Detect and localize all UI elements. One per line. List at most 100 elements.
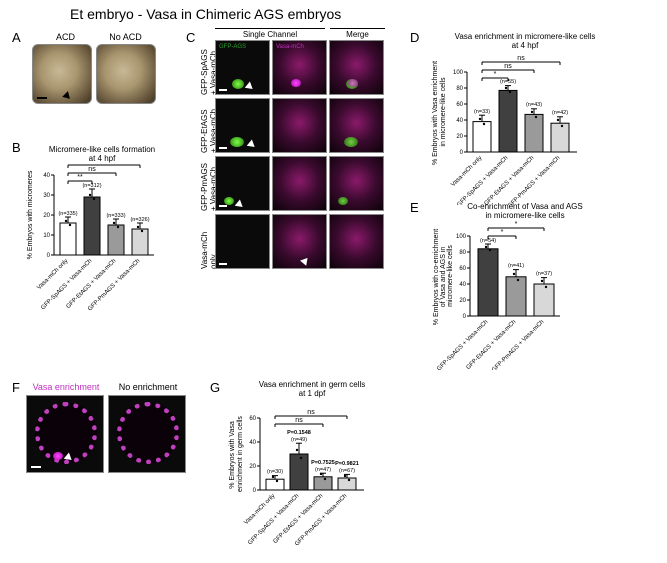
chart-d-title: Vasa enrichment in micromere-like cells … — [425, 32, 625, 50]
svg-text:*: * — [494, 71, 497, 78]
svg-text:(n=49): (n=49) — [291, 437, 307, 443]
svg-text:GFP-SpAGS + Vasa-mCh: GFP-SpAGS + Vasa-mCh — [456, 155, 509, 205]
panel-e-label: E — [410, 200, 419, 215]
panel-c-r3-green — [215, 156, 270, 211]
panel-c-r2-green — [215, 98, 270, 153]
svg-text:0: 0 — [47, 253, 51, 259]
svg-text:ns: ns — [88, 166, 96, 173]
scale-bar — [31, 466, 41, 468]
chart-g-svg: 0 20 40 60 — [222, 398, 402, 558]
panel-b-label: B — [12, 140, 21, 155]
panel-c-r3-merge — [329, 156, 384, 211]
svg-text:20: 20 — [459, 298, 466, 304]
svg-text:80: 80 — [459, 250, 466, 256]
svg-text:(n=326): (n=326) — [130, 217, 149, 223]
arrowhead-icon — [300, 258, 310, 267]
svg-text:80: 80 — [456, 86, 463, 92]
green-signal — [232, 79, 244, 89]
svg-text:30: 30 — [43, 193, 50, 199]
svg-text:100: 100 — [453, 70, 464, 76]
svg-text:% Embryos with micromeres: % Embryos with micromeres — [27, 170, 34, 259]
scale-bar — [219, 263, 227, 265]
magenta-signal — [291, 79, 301, 87]
panel-a-sub-acd: ACD — [38, 32, 93, 42]
panel-c-r1-green: GFP-AGS — [215, 40, 270, 95]
svg-text:% Embryos with Vasa en: % Embryos with Vasa enrichment in germ c… — [229, 416, 244, 492]
svg-text:0: 0 — [463, 314, 467, 320]
svg-text:(n=30): (n=30) — [267, 469, 283, 475]
svg-text:*: * — [515, 221, 518, 228]
panel-c-r3-magenta — [272, 156, 327, 211]
panel-c-r1-merge — [329, 40, 384, 95]
panel-a-label: A — [12, 30, 21, 45]
arrowhead-icon — [245, 140, 254, 150]
panel-d-label: D — [410, 30, 419, 45]
svg-text:40: 40 — [43, 173, 50, 179]
svg-text:40: 40 — [249, 440, 256, 446]
svg-text:GFP-SpAGS + Vasa-mCh: GFP-SpAGS + Vasa-mCh — [436, 319, 489, 370]
panel-c-r4-merge — [329, 214, 384, 269]
panel-g-chart: Vasa enrichment in germ cells at 1 dpf 0… — [222, 380, 402, 563]
panel-c-r2-merge — [329, 98, 384, 153]
svg-text:(n=67): (n=67) — [339, 468, 355, 474]
svg-text:20: 20 — [43, 213, 50, 219]
panel-f-sub-enrich: Vasa enrichment — [26, 382, 106, 392]
arrowhead-icon — [233, 200, 242, 210]
vasa-mch-label: Vasa-mCh — [276, 44, 304, 50]
svg-text:60: 60 — [249, 416, 256, 422]
svg-text:% Embryos with Vasa enrichment: % Embryos with Vasa enrichment in microm… — [432, 59, 447, 165]
svg-text:GFP-PmAGS + Vasa-mCh: GFP-PmAGS + Vasa-mCh — [87, 258, 141, 312]
svg-text:60: 60 — [459, 266, 466, 272]
panel-f-img-enrich — [26, 395, 104, 473]
svg-text:*: * — [501, 229, 504, 236]
svg-text:(n=47): (n=47) — [315, 467, 331, 473]
svg-text:P=0.9821: P=0.9821 — [335, 461, 359, 467]
chart-e-svg: 0 20 40 60 80 100 — [425, 220, 625, 370]
magenta-signal — [53, 452, 63, 460]
svg-text:20: 20 — [456, 134, 463, 140]
svg-text:ns: ns — [307, 409, 315, 416]
scale-bar — [219, 89, 227, 91]
svg-text:(n=333): (n=333) — [106, 213, 125, 219]
chart-e-title: Co-enrichment of Vasa and AGS in microme… — [425, 202, 625, 220]
svg-text:(n=41): (n=41) — [508, 263, 524, 269]
svg-text:ns: ns — [295, 417, 303, 424]
chart-d-svg: 0 20 40 60 80 100 — [425, 50, 625, 205]
svg-text:0: 0 — [460, 150, 464, 156]
svg-text:(n=42): (n=42) — [552, 110, 568, 116]
chart-b-svg: 0 10 20 30 40 — [22, 163, 182, 313]
svg-text:ns: ns — [517, 55, 525, 62]
panel-a-img-noacd — [96, 44, 156, 104]
figure-title: Et embryo - Vasa in Chimeric AGS embryos — [70, 6, 341, 22]
svg-text:(n=43): (n=43) — [526, 102, 542, 108]
panel-c-header-single: Single Channel — [215, 28, 325, 39]
svg-text:(n=37): (n=37) — [536, 271, 552, 277]
panel-c-r4-magenta — [272, 214, 327, 269]
gfp-ags-label: GFP-AGS — [219, 44, 246, 50]
panel-e-chart: Co-enrichment of Vasa and AGS in microme… — [425, 202, 625, 375]
panel-c-r2-magenta — [272, 98, 327, 153]
svg-text:ns: ns — [504, 63, 512, 70]
svg-text:GFP-EtAGS + Vasa-mCh: GFP-EtAGS + Vasa-mCh — [484, 155, 536, 205]
green-signal — [344, 137, 358, 147]
svg-text:40: 40 — [456, 118, 463, 124]
svg-text:60: 60 — [456, 102, 463, 108]
svg-text:GFP-PmAGS + Vasa-mCh: GFP-PmAGS + Vasa-mCh — [294, 493, 348, 547]
panel-c-label: C — [186, 30, 195, 45]
svg-text:P=0.1548: P=0.1548 — [287, 430, 311, 436]
chart-b-title: Micromere-like cells formation at 4 hpf — [22, 145, 182, 163]
green-signal — [338, 197, 348, 205]
svg-text:GFP-EtAGS + Vasa-mCh: GFP-EtAGS + Vasa-mCh — [273, 493, 325, 545]
svg-text:40: 40 — [459, 282, 466, 288]
svg-text:10: 10 — [43, 233, 50, 239]
scale-bar — [219, 147, 227, 149]
panel-a-img-acd — [32, 44, 92, 104]
svg-text:GFP-EtAGS + Vasa-mCh: GFP-EtAGS + Vasa-mCh — [466, 319, 518, 370]
svg-text:GFP-PmAGS + Vasa-mCh: GFP-PmAGS + Vasa-mCh — [507, 155, 561, 205]
embryo-ring — [117, 402, 179, 464]
scale-bar — [37, 97, 47, 99]
panel-f-label: F — [12, 380, 20, 395]
magenta-signal — [348, 79, 358, 87]
panel-c-r4-green — [215, 214, 270, 269]
panel-f-img-noenrich — [108, 395, 186, 473]
